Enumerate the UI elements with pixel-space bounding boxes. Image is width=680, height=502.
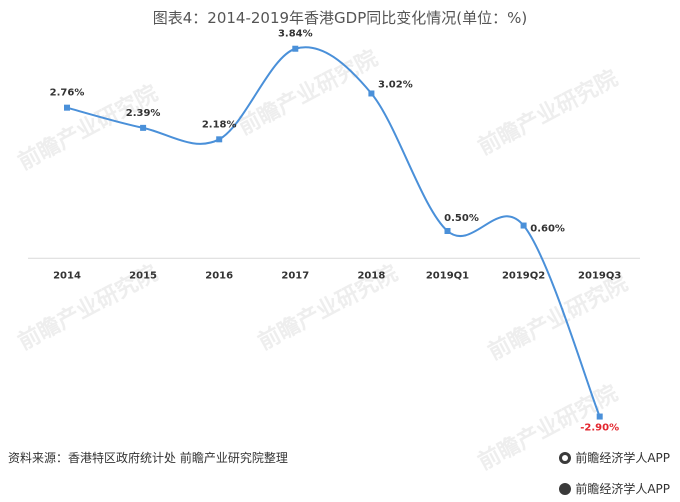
chart-title: 图表4：2014-2019年香港GDP同比变化情况(单位：%) — [152, 9, 528, 27]
x-tick-label: 2019Q2 — [502, 270, 545, 281]
x-tick-label: 2015 — [129, 270, 157, 281]
brand-logo-icon — [559, 451, 572, 464]
data-label: 2.39% — [126, 108, 161, 119]
data-label: -2.90% — [580, 423, 619, 434]
brand-app-label: 前瞻经济学人APP — [575, 451, 670, 465]
data-label: 2.76% — [50, 88, 85, 99]
data-point — [64, 104, 70, 111]
series-line — [66, 46, 601, 417]
x-tick-label: 2014 — [53, 270, 81, 281]
data-label: 3.84% — [278, 29, 313, 40]
x-tick-label: 2019Q3 — [578, 270, 621, 281]
data-point — [368, 90, 375, 97]
brand-logo-icon — [559, 482, 572, 495]
source-note: 资料来源：香港特区政府统计处 前瞻产业研究院整理 — [8, 451, 288, 465]
data-label: 0.50% — [444, 213, 479, 224]
data-point — [444, 228, 451, 234]
data-label: 3.02% — [378, 79, 413, 90]
x-tick-label: 2018 — [357, 270, 385, 281]
data-point — [216, 136, 223, 143]
data-points — [64, 45, 603, 420]
data-label: 0.60% — [530, 224, 565, 235]
x-tick-label: 2016 — [205, 270, 233, 281]
data-point — [140, 124, 147, 131]
bottom-brand: 前瞻经济学人APP — [559, 480, 670, 497]
data-label: 2.18% — [202, 119, 237, 130]
data-point — [520, 222, 527, 229]
line-chart: 2014 2015 2016 2017 2018 2019Q1 2019Q2 2019Q3 2… — [28, 29, 640, 434]
bottom-brand-label: 前瞻经济学人APP — [575, 482, 670, 496]
data-point — [596, 413, 603, 420]
data-labels: 2.76% 2.39% 2.18% 3.84% 3.02% 0.50% 0.60% -2.90… — [50, 29, 619, 434]
brand-app: 前瞻经济学人APP — [559, 449, 670, 466]
x-tick-label: 2017 — [281, 270, 309, 281]
x-tick-label: 2019Q1 — [426, 270, 469, 281]
data-point — [292, 45, 299, 52]
x-tick-labels: 2014 2015 2016 2017 2018 2019Q1 2019Q2 2019Q3 — [53, 270, 621, 281]
